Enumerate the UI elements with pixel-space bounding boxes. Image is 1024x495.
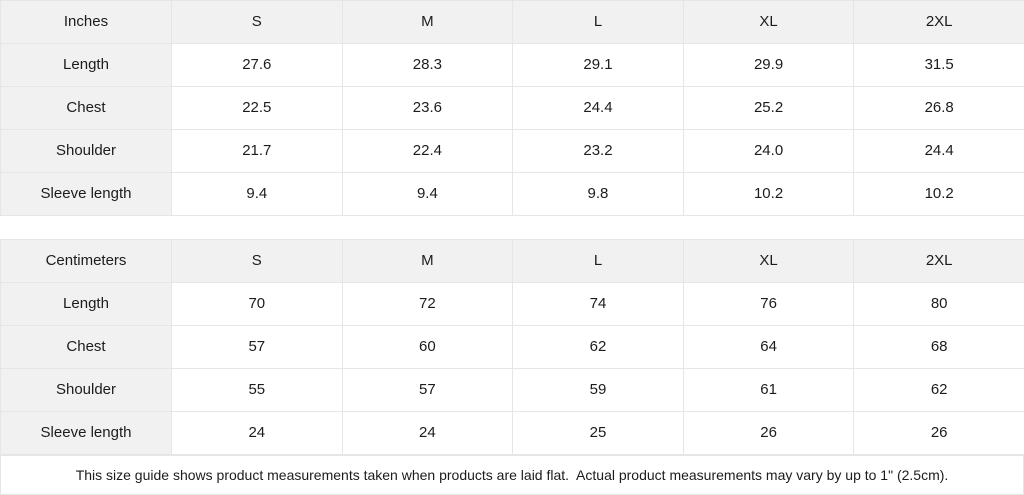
measurement-cell: 21.7 (171, 129, 343, 173)
size-header-xl: XL (682, 0, 855, 44)
size-header-s: S (171, 238, 343, 283)
measurement-cell: 9.4 (171, 172, 343, 216)
table-spacer (0, 216, 1024, 239)
measurement-cell: 28.3 (341, 43, 514, 87)
measurement-label-chest: Chest (0, 86, 172, 130)
table-header-row: Centimeters S M L XL 2XL (0, 238, 1024, 283)
table-row: Chest 57 60 62 64 68 (0, 324, 1024, 369)
measurement-cell: 76 (682, 281, 855, 326)
measurement-cell: 62 (853, 367, 1024, 412)
measurement-cell: 24.4 (512, 86, 684, 130)
measurement-cell: 27.6 (171, 43, 343, 87)
measurement-cell: 80 (853, 281, 1024, 326)
table-row: Chest 22.5 23.6 24.4 25.2 26.8 (0, 86, 1024, 130)
measurement-cell: 29.1 (512, 43, 684, 87)
measurement-cell: 57 (171, 324, 343, 369)
measurement-cell: 57 (341, 367, 514, 412)
measurement-cell: 9.4 (341, 172, 514, 216)
measurement-cell: 64 (682, 324, 855, 369)
measurement-cell: 22.5 (171, 86, 343, 130)
measurement-cell: 29.9 (682, 43, 855, 87)
measurement-label-sleeve-length: Sleeve length (0, 172, 172, 216)
measurement-cell: 59 (512, 367, 684, 412)
table-row: Sleeve length 9.4 9.4 9.8 10.2 10.2 (0, 172, 1024, 216)
table-row: Length 27.6 28.3 29.1 29.9 31.5 (0, 43, 1024, 87)
measurement-cell: 24 (171, 410, 343, 455)
size-header-xl: XL (682, 238, 855, 283)
measurement-label-length: Length (0, 281, 172, 326)
measurement-cell: 23.2 (512, 129, 684, 173)
size-header-m: M (341, 0, 514, 44)
size-guide-note: This size guide shows product measuremen… (0, 454, 1024, 495)
measurement-cell: 26 (682, 410, 855, 455)
measurement-cell: 62 (512, 324, 684, 369)
measurement-cell: 68 (853, 324, 1024, 369)
measurement-cell: 31.5 (853, 43, 1024, 87)
size-header-l: L (512, 238, 684, 283)
measurement-cell: 60 (341, 324, 514, 369)
measurement-cell: 23.6 (341, 86, 514, 130)
measurement-cell: 61 (682, 367, 855, 412)
table-row: Sleeve length 24 24 25 26 26 (0, 410, 1024, 455)
measurement-cell: 55 (171, 367, 343, 412)
measurement-cell: 9.8 (512, 172, 684, 216)
measurement-label-shoulder: Shoulder (0, 129, 172, 173)
table-row: Shoulder 21.7 22.4 23.2 24.0 24.4 (0, 129, 1024, 173)
measurement-cell: 10.2 (682, 172, 855, 216)
measurement-cell: 25 (512, 410, 684, 455)
measurement-cell: 25.2 (682, 86, 855, 130)
unit-header-inches: Inches (0, 0, 172, 44)
measurement-label-sleeve-length: Sleeve length (0, 410, 172, 455)
measurement-cell: 24.0 (682, 129, 855, 173)
size-table-inches: Inches S M L XL 2XL Length 27.6 28.3 29.… (0, 0, 1024, 216)
measurement-label-shoulder: Shoulder (0, 367, 172, 412)
measurement-cell: 72 (341, 281, 514, 326)
size-guide-note-text: This size guide shows product measuremen… (75, 466, 949, 483)
measurement-cell: 74 (512, 281, 684, 326)
size-header-m: M (341, 238, 514, 283)
measurement-cell: 70 (171, 281, 343, 326)
table-row: Shoulder 55 57 59 61 62 (0, 367, 1024, 412)
size-header-s: S (171, 0, 343, 44)
size-header-2xl: 2XL (853, 238, 1024, 283)
measurement-cell: 24 (341, 410, 514, 455)
measurement-cell: 10.2 (853, 172, 1024, 216)
table-row: Length 70 72 74 76 80 (0, 281, 1024, 326)
measurement-label-chest: Chest (0, 324, 172, 369)
size-table-centimeters: Centimeters S M L XL 2XL Length 70 72 74… (0, 238, 1024, 455)
table-header-row: Inches S M L XL 2XL (0, 0, 1024, 44)
size-header-2xl: 2XL (853, 0, 1024, 44)
size-header-l: L (512, 0, 684, 44)
measurement-cell: 26.8 (853, 86, 1024, 130)
measurement-label-length: Length (0, 43, 172, 87)
unit-header-centimeters: Centimeters (0, 238, 172, 283)
measurement-cell: 26 (853, 410, 1024, 455)
measurement-cell: 24.4 (853, 129, 1024, 173)
measurement-cell: 22.4 (341, 129, 514, 173)
